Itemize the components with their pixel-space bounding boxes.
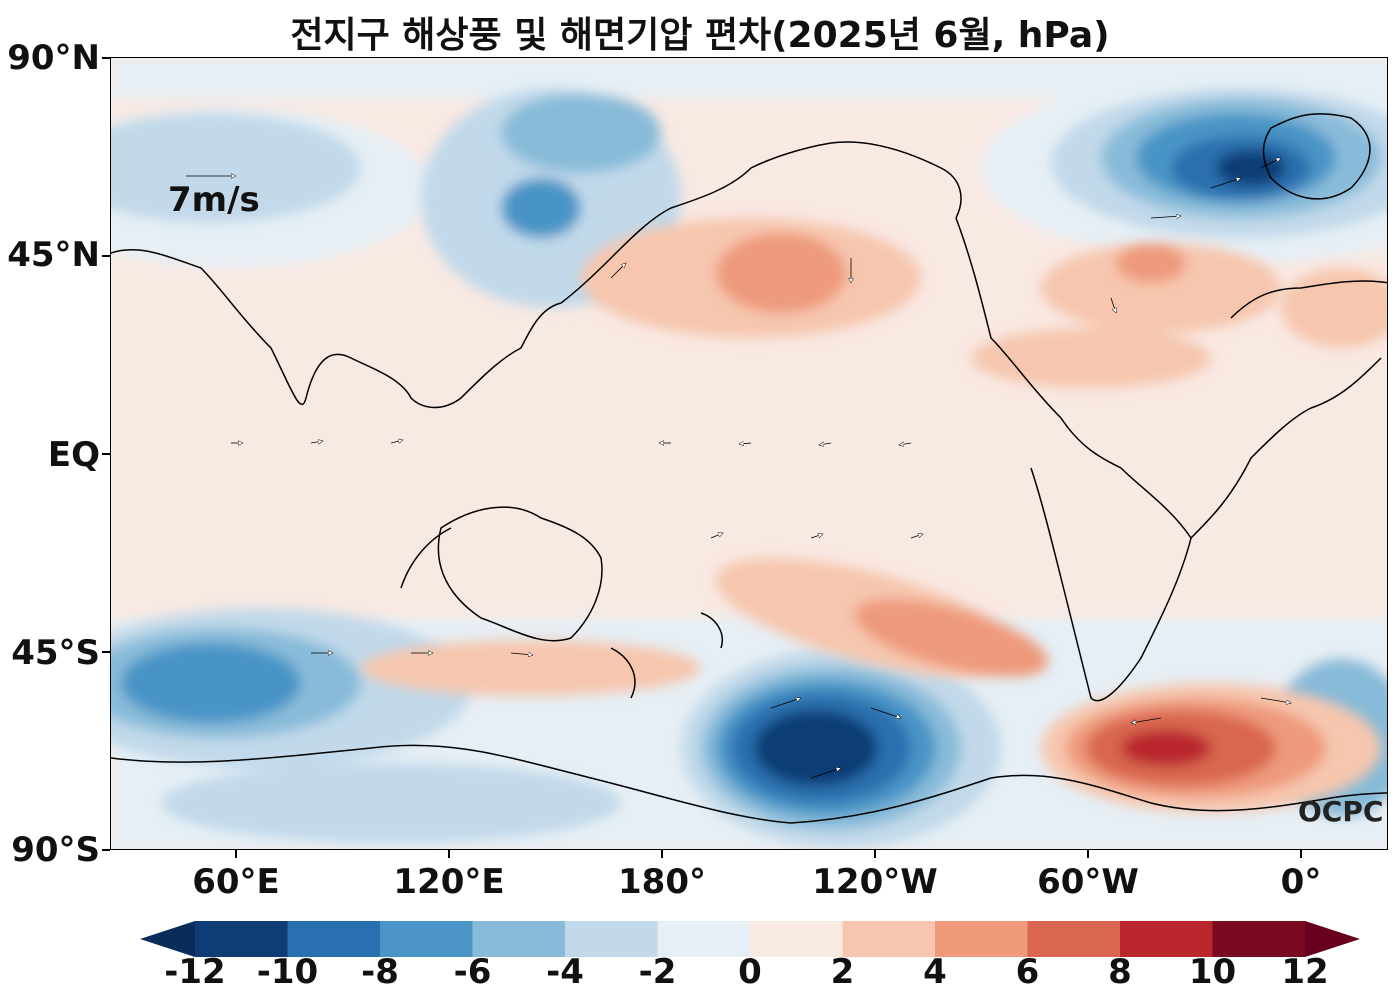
lat-label-45s: 45°S [11,633,100,673]
colorbar-tick-label: -6 [453,952,492,992]
colorbar-tick-label: 8 [1108,952,1132,992]
map-panel [110,57,1388,850]
lon-label-120e: 120°E [393,862,505,902]
lon-tick [874,850,876,858]
colorbar-segment [195,921,288,957]
figure-title: 전지구 해상풍 및 해면기압 편차(2025년 6월, hPa) [290,15,1110,56]
colorbar-under-triangle [140,921,195,957]
colorbar-segment [750,921,843,957]
lon-tick [661,850,663,858]
lon-tick [1087,850,1089,858]
lat-tick [102,255,110,257]
negative-anomaly-bands [111,58,1387,849]
anomaly-field [111,58,1387,849]
lat-label-90n: 90°N [7,38,100,78]
colorbar-segment [935,921,1028,957]
lon-label-60e: 60°E [192,862,280,902]
lon-tick [235,850,237,858]
lat-label-45n: 45°N [7,235,100,275]
colorbar-tick-label: -10 [256,952,319,992]
colorbar-tick-label: 2 [830,952,855,992]
colorbar-segment [657,921,751,957]
colorbar-tick-label: 0 [738,952,762,992]
reference-vector-label: 7m/s [168,180,260,220]
lon-label-60w: 60°W [1037,862,1139,902]
colorbar-segment [287,921,381,957]
colorbar-tick-label: -8 [361,952,399,992]
colorbar [140,918,1360,960]
colorbar-tick-label: -4 [546,952,584,992]
colorbar-segment [1027,921,1121,957]
lon-label-120w: 120°W [812,862,938,902]
lon-label-0: 0° [1280,862,1322,902]
colorbar-tick-label: -12 [164,952,226,992]
colorbar-segment [472,921,566,957]
colorbar-segment [380,921,473,957]
lat-tick [102,651,110,653]
colorbar-segment [1212,921,1306,957]
colorbar-tick-label: 4 [923,952,947,992]
ocpc-watermark: OCPC [1298,795,1384,828]
lon-tick [448,850,450,858]
colorbar-svg [140,921,1360,957]
coastlines [111,113,1387,824]
lon-tick [1300,850,1302,858]
lat-tick [102,453,110,455]
colorbar-tick-label: 6 [1015,952,1040,992]
lat-label-90s: 90°S [11,830,100,870]
colorbar-segment [565,921,658,957]
lat-tick [102,849,110,851]
wind-vectors [186,157,1291,779]
lat-label-eq: EQ [47,435,100,475]
colorbar-tick-label: 10 [1188,952,1237,992]
colorbar-segment [1120,921,1213,957]
colorbar-tick-label: 12 [1281,952,1329,992]
colorbar-over-triangle [1305,921,1360,957]
lat-tick [102,57,110,59]
lon-label-180: 180° [618,862,706,902]
colorbar-tick-label: -2 [638,952,677,992]
colorbar-segment [842,921,936,957]
